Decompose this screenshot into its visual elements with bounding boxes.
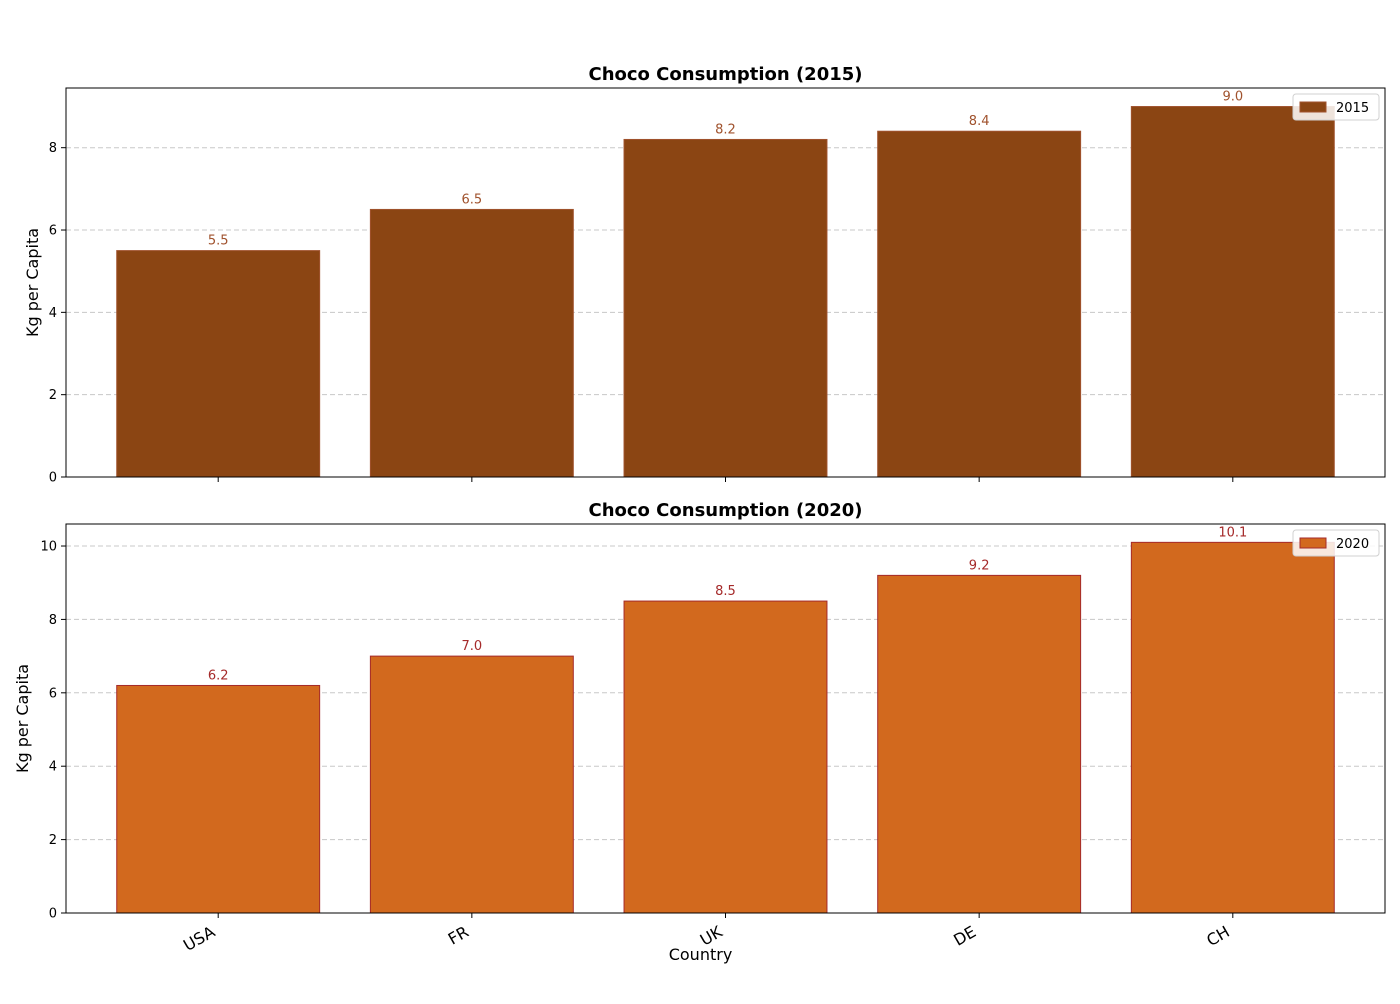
y-tick-label: 6: [49, 686, 57, 701]
data-label-fr: 6.5: [462, 192, 483, 207]
y-tick-label: 2: [49, 388, 57, 403]
bar-usa: [116, 684, 321, 914]
chart-panel-2020: Choco Consumption (2020) Kg per Capita C…: [13, 500, 1386, 964]
y-axis-label: Kg per Capita: [13, 664, 32, 773]
x-tick-label-fr: FR: [445, 922, 472, 949]
data-label-uk: 8.2: [715, 122, 736, 137]
y-tick-label: 0: [49, 471, 57, 486]
y-tick-label: 8: [49, 613, 57, 628]
chart-title: Choco Consumption (2015): [588, 64, 862, 85]
data-label-de: 8.4: [969, 114, 990, 129]
bar-fr: [369, 655, 574, 914]
legend-entry: 2015: [1336, 101, 1369, 116]
data-label-ch: 9.0: [1222, 90, 1243, 105]
bar-ch: [1130, 541, 1335, 914]
y-tick-label: 6: [49, 224, 57, 239]
y-tick-label: 8: [49, 141, 57, 156]
bar-usa: [116, 250, 321, 478]
bar-uk: [623, 600, 828, 914]
legend-swatch: [1299, 101, 1327, 113]
legend-entry: 2020: [1336, 537, 1369, 552]
x-tick-label-usa: USA: [180, 922, 218, 955]
legend-box: [1292, 529, 1380, 557]
data-label-usa: 6.2: [208, 668, 229, 683]
bar-de: [877, 130, 1082, 478]
y-tick-label: 2: [49, 833, 57, 848]
legend-box: [1292, 93, 1380, 121]
data-label-usa: 5.5: [208, 234, 229, 249]
legend: 2015: [1292, 93, 1380, 121]
legend: 2020: [1292, 529, 1380, 557]
y-axis-label: Kg per Capita: [23, 228, 42, 337]
y-tick-label: 0: [49, 907, 57, 922]
data-label-ch: 10.1: [1218, 525, 1247, 540]
bar-ch: [1130, 106, 1335, 478]
bar-de: [877, 574, 1082, 914]
y-tick-label: 4: [49, 306, 57, 321]
x-tick-label-de: DE: [950, 922, 979, 950]
y-tick-label: 10: [40, 540, 57, 555]
data-label-uk: 8.5: [715, 584, 736, 599]
data-label-fr: 7.0: [462, 639, 483, 654]
chart-panel-2015: Choco Consumption (2015) Kg per Capita 5…: [23, 64, 1386, 486]
x-tick-label-ch: CH: [1203, 922, 1233, 950]
bar-uk: [623, 138, 828, 478]
chart-title: Choco Consumption (2020): [588, 500, 862, 521]
data-label-de: 9.2: [969, 558, 990, 573]
legend-swatch: [1299, 537, 1327, 549]
bar-fr: [369, 208, 574, 478]
y-tick-label: 4: [49, 760, 57, 775]
x-axis-label: Country: [669, 945, 733, 964]
